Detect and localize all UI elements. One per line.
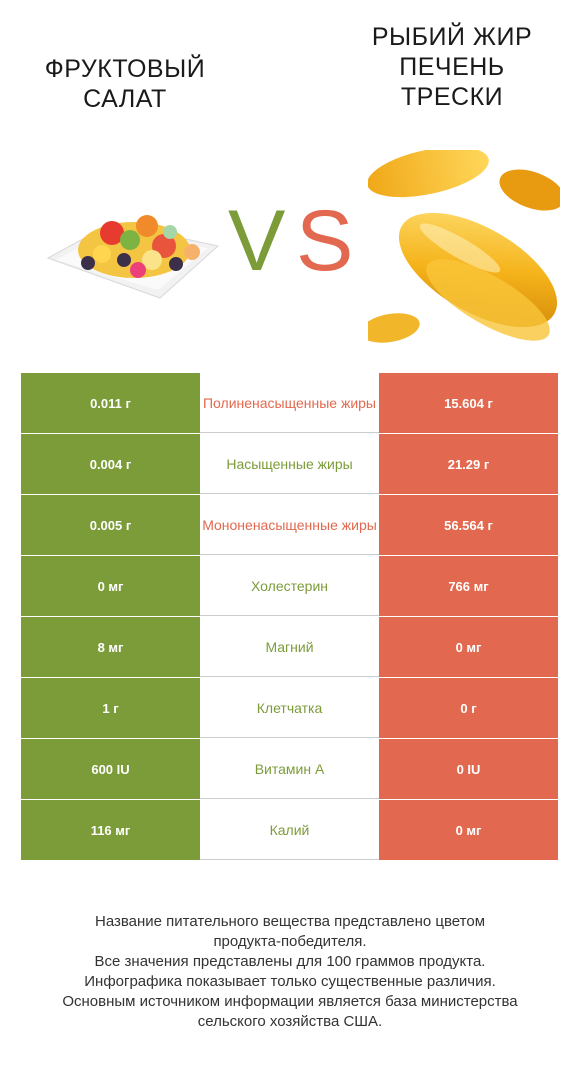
fruit-salad-image (46, 215, 220, 299)
footer-line: Название питательного вещества представл… (94, 913, 486, 930)
footer-line: продукта-победителя. (213, 933, 367, 950)
right-value-cell: 56.564 г (379, 495, 558, 555)
left-product-title: ФРУКТОВЫЙ САЛАТ (44, 55, 206, 113)
left-value-cell: 0.005 г (21, 495, 200, 555)
nutrient-name: Магний (265, 638, 314, 655)
table-row: 8 мг Магний 0 мг (21, 617, 558, 678)
footer-line: Все значения представлены для 100 граммо… (94, 953, 486, 970)
nutrient-name-cell: Витамин А (200, 739, 379, 799)
nutrient-name-cell: Магний (200, 617, 379, 677)
nutrient-name: Витамин А (254, 760, 325, 777)
nutrient-name: Калий (269, 821, 310, 838)
right-value-cell: 0 мг (379, 617, 558, 677)
nutrient-comparison-table: 0.011 г Полиненасыщенные жиры 15.604 г 0.00… (21, 373, 558, 861)
vs-letter-v: V (228, 193, 286, 289)
table-row: 116 мг Калий 0 мг (21, 800, 558, 861)
nutrient-name-cell: Холестерин (200, 556, 379, 616)
table-row: 0.005 г Мононенасыщенные жиры 56.564 г (21, 495, 558, 556)
nutrient-name-cell: Калий (200, 800, 379, 860)
left-value-cell: 0.004 г (21, 434, 200, 494)
left-value-cell: 8 мг (21, 617, 200, 677)
nutrient-name-cell: Мононенасыщенные жиры (200, 495, 379, 555)
right-value-cell: 21.29 г (379, 434, 558, 494)
right-value-cell: 0 мг (379, 800, 558, 860)
footer-line: Основным источником информации является … (62, 993, 518, 1010)
table-row: 0.011 г Полиненасыщенные жиры 15.604 г (21, 373, 558, 434)
right-product-title: РЫБИЙ ЖИР ПЕЧЕНЬ ТРЕСКИ (371, 23, 533, 111)
nutrient-name: Холестерин (251, 577, 328, 594)
footer-line: сельского хозяйства США. (197, 1013, 383, 1030)
table-row: 0.004 г Насыщенные жиры 21.29 г (21, 434, 558, 495)
fish-oil-capsules-image (368, 150, 560, 352)
right-value-cell: 0 г (379, 678, 558, 738)
nutrient-name: Мононенасыщенные жиры (202, 516, 377, 533)
footer-line: Инфографика показывает только существенн… (84, 973, 496, 990)
right-value-cell: 766 мг (379, 556, 558, 616)
left-value-cell: 116 мг (21, 800, 200, 860)
left-value-cell: 1 г (21, 678, 200, 738)
nutrient-name: Клетчатка (256, 699, 323, 716)
table-row: 1 г Клетчатка 0 г (21, 678, 558, 739)
nutrient-name-cell: Насыщенные жиры (200, 434, 379, 494)
table-row: 600 IU Витамин А 0 IU (21, 739, 558, 800)
nutrient-name-cell: Полиненасыщенные жиры (200, 373, 379, 433)
table-row: 0 мг Холестерин 766 мг (21, 556, 558, 617)
left-value-cell: 600 IU (21, 739, 200, 799)
left-value-cell: 0.011 г (21, 373, 200, 433)
right-value-cell: 0 IU (379, 739, 558, 799)
versus-label: V S (220, 196, 360, 286)
nutrient-name: Полиненасыщенные жиры (202, 394, 376, 411)
footer-notes: Название питательного вещества представл… (10, 912, 570, 1032)
left-value-cell: 0 мг (21, 556, 200, 616)
vs-letter-s: S (296, 193, 354, 289)
nutrient-name-cell: Клетчатка (200, 678, 379, 738)
nutrient-name: Насыщенные жиры (226, 455, 353, 472)
right-value-cell: 15.604 г (379, 373, 558, 433)
